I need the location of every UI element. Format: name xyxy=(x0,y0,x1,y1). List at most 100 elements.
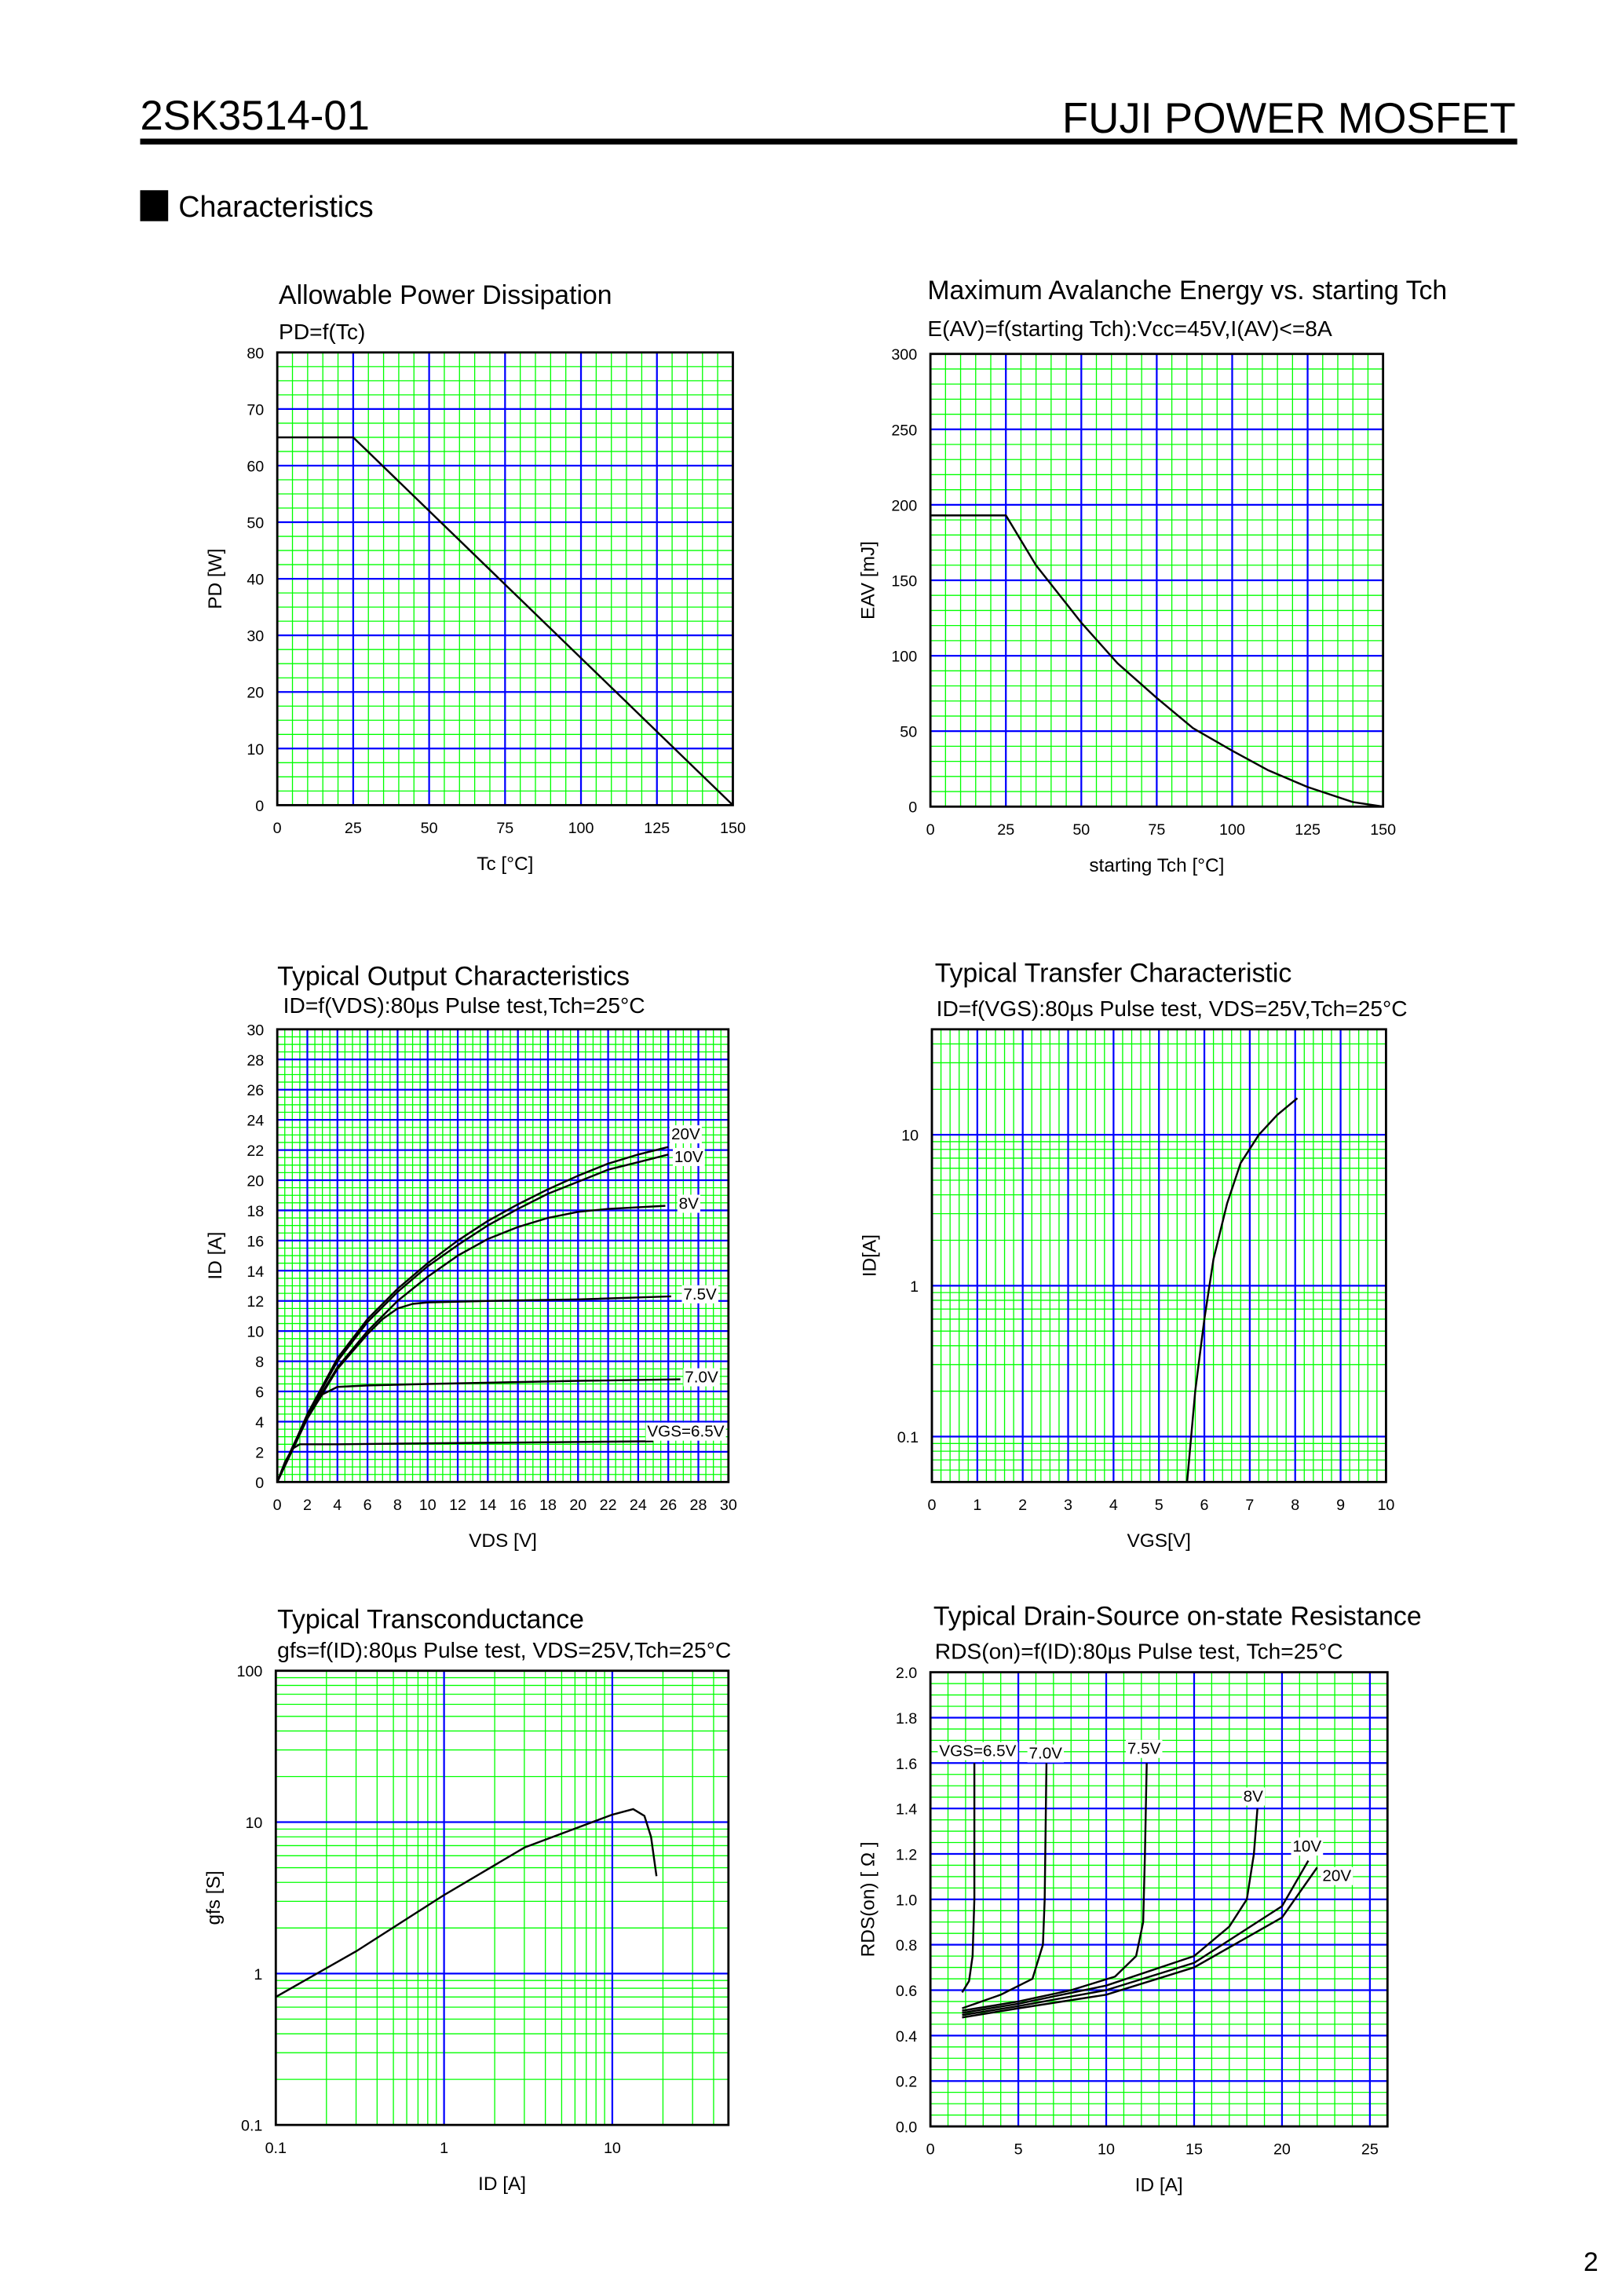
y-tick-label: 6 xyxy=(255,1384,264,1402)
x-tick-label: 20 xyxy=(569,1497,586,1514)
x-tick-label: 4 xyxy=(1109,1497,1118,1514)
x-tick-label: 6 xyxy=(1200,1497,1209,1514)
x-tick-label: 6 xyxy=(363,1497,372,1514)
x-tick-label: 75 xyxy=(496,820,513,837)
series-curve xyxy=(961,1763,976,1993)
y-tick-label: 20 xyxy=(247,1173,264,1190)
y-tick-label: 1.8 xyxy=(896,1710,917,1727)
plot-frame xyxy=(274,1669,730,2126)
chart-5: Typical Transconductance gfs=f(ID):80µs P… xyxy=(203,1604,731,2195)
x-tick-label: 26 xyxy=(659,1497,677,1514)
x-axis-label: VGS[V] xyxy=(1127,1530,1191,1552)
x-tick-label: 10 xyxy=(1098,2141,1115,2159)
x-tick-label: 12 xyxy=(449,1497,466,1514)
series-curve xyxy=(276,1205,666,1483)
x-tick-label: 50 xyxy=(1072,821,1090,839)
series-label-bg xyxy=(1291,1837,1324,1856)
x-tick-label: 2 xyxy=(1018,1497,1027,1514)
y-tick-label: 10 xyxy=(247,1324,264,1341)
x-tick-label: 100 xyxy=(1219,821,1245,839)
series-curve xyxy=(276,1146,669,1483)
series-label-bg xyxy=(937,1742,1018,1760)
y-tick-label: 1.4 xyxy=(896,1801,917,1819)
y-tick-label: 0 xyxy=(908,799,917,817)
x-tick-label: 125 xyxy=(1295,821,1321,839)
x-tick-label: 2 xyxy=(303,1497,312,1514)
chart-title: Typical Drain-Source on-state Resistance xyxy=(933,1602,1422,1632)
series-label: 8V xyxy=(1244,1787,1263,1805)
y-axis-label: RDS(on) [ Ω ] xyxy=(858,1841,879,1957)
y-tick-label: 4 xyxy=(255,1414,264,1431)
y-tick-label: 26 xyxy=(247,1082,264,1099)
x-tick-label: 0 xyxy=(273,820,282,837)
y-tick-label: 0.1 xyxy=(241,2118,262,2135)
x-tick-label: 7 xyxy=(1245,1497,1254,1514)
x-tick-label: 14 xyxy=(479,1497,496,1514)
x-tick-label: 3 xyxy=(1064,1497,1072,1514)
x-tick-label: 10 xyxy=(419,1497,437,1514)
series-label-bg xyxy=(1241,1787,1266,1806)
y-tick-label: 2 xyxy=(255,1444,264,1461)
minor-grid xyxy=(276,1029,729,1483)
x-tick-label: 25 xyxy=(997,821,1014,839)
series-label: 10V xyxy=(674,1148,703,1166)
series-label: 20V xyxy=(671,1125,700,1143)
x-tick-label: 16 xyxy=(510,1497,527,1514)
series-curve xyxy=(962,1808,1259,2014)
chart-subtitle: PD=f(Tc) xyxy=(279,320,365,344)
chart-6: Typical Drain-Source on-state Resistance… xyxy=(858,1602,1422,2196)
x-tick-label: 1 xyxy=(440,2140,448,2157)
y-tick-label: 30 xyxy=(247,1022,264,1039)
y-tick-label: 80 xyxy=(247,345,264,362)
x-tick-label: 5 xyxy=(1155,1497,1164,1514)
series-label: 10V xyxy=(1292,1837,1321,1855)
series-curve xyxy=(277,436,734,806)
x-tick-label: 10 xyxy=(1377,1497,1394,1514)
x-tick-label: 0.1 xyxy=(265,2140,287,2157)
x-axis-label: starting Tch [°C] xyxy=(1089,855,1224,876)
y-tick-label: 1.2 xyxy=(896,1846,917,1863)
page-number: 2 xyxy=(1584,2247,1598,2277)
y-tick-label: 1 xyxy=(910,1278,919,1296)
series-label-bg xyxy=(1126,1739,1163,1758)
x-axis-label: ID [A] xyxy=(478,2174,526,2195)
series-label-bg xyxy=(677,1194,700,1213)
x-tick-label: 8 xyxy=(393,1497,402,1514)
y-tick-label: 0.4 xyxy=(896,2028,917,2046)
chart-4: Typical Transfer Characteristic ID=f(VGS)… xyxy=(860,959,1408,1552)
chart-1: Allowable Power Dissipation PD=f(Tc) 0 25 50… xyxy=(205,280,746,875)
series-curve xyxy=(930,514,1383,808)
series-label-bg xyxy=(670,1125,702,1144)
x-tick-label: 24 xyxy=(630,1497,647,1514)
plot-frame xyxy=(276,351,734,806)
x-tick-label: 0 xyxy=(273,1497,282,1514)
header-rule xyxy=(140,138,1518,145)
y-tick-label: 0.2 xyxy=(896,2074,917,2091)
x-tick-label: 5 xyxy=(1014,2141,1023,2159)
chart-title: Typical Transfer Characteristic xyxy=(935,959,1292,989)
y-tick-label: 1 xyxy=(254,1966,262,1983)
section-bullet-icon xyxy=(140,190,169,221)
y-tick-label: 50 xyxy=(247,515,264,532)
x-tick-label: 0 xyxy=(926,821,935,839)
y-tick-label: 1.6 xyxy=(896,1756,917,1773)
series-label: VGS=6.5V xyxy=(939,1742,1016,1760)
x-tick-label: 28 xyxy=(690,1497,707,1514)
x-tick-label: 18 xyxy=(539,1497,557,1514)
series-label-bg xyxy=(683,1368,720,1387)
x-tick-label: 50 xyxy=(421,820,438,837)
x-tick-label: 15 xyxy=(1185,2141,1203,2159)
chart-subtitle: RDS(on)=f(ID):80µs Pulse test, Tch=25°C xyxy=(935,1640,1343,1664)
part-number: 2SK3514-01 xyxy=(141,93,370,139)
chart-2: Maximum Avalanche Energy vs. starting Tc… xyxy=(858,276,1447,876)
series-curve xyxy=(962,1763,1048,2009)
x-tick-label: 0 xyxy=(928,1497,937,1514)
y-tick-label: 22 xyxy=(247,1143,264,1160)
y-tick-label: 60 xyxy=(247,458,264,475)
y-tick-label: 14 xyxy=(247,1263,264,1281)
chart-title: Typical Output Characteristics xyxy=(277,961,630,991)
x-tick-label: 150 xyxy=(720,820,746,837)
series-label: 20V xyxy=(1322,1867,1351,1885)
major-grid xyxy=(275,1669,729,2126)
y-tick-label: 0.0 xyxy=(896,2119,917,2137)
